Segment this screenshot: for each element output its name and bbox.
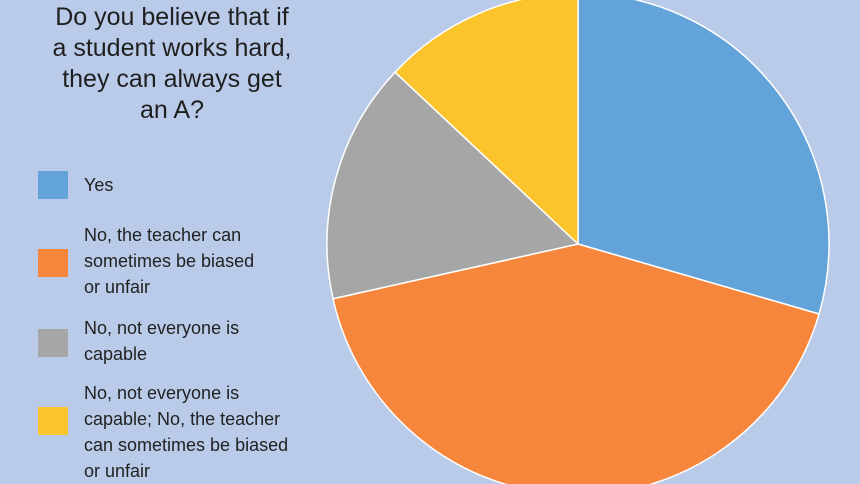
legend-label-not-capable: No, not everyone is capable [84, 315, 324, 367]
legend-label-line: sometimes be biased [84, 251, 255, 271]
pie-slice-both [394, 0, 579, 245]
legend-label-line: No, not everyone is [84, 318, 240, 338]
legend-swatch-teacher-biased [38, 249, 68, 277]
legend-label-line: No, the teacher can [84, 225, 242, 245]
legend-label-line: or unfair [84, 461, 151, 481]
pie-slice-not-capable [326, 71, 579, 300]
chart-title-line: they can always get [62, 65, 282, 93]
legend-label-line: capable [84, 344, 148, 364]
chart-title-line: an A? [140, 96, 204, 124]
chart-title: Do you believe that if a student works h… [22, 2, 322, 126]
legend-label-yes: Yes [84, 172, 324, 198]
legend-label-line: Yes [84, 175, 114, 195]
legend-swatch-not-capable [38, 329, 68, 357]
pie-slice-yes [577, 0, 830, 315]
legend-label-both: No, not everyone is capable; No, the tea… [84, 380, 324, 484]
chart-title-line: a student works hard, [52, 34, 292, 62]
chart-title-line: Do you believe that if [55, 3, 289, 31]
legend-swatch-yes [38, 171, 68, 199]
legend-swatch-both [38, 407, 68, 435]
chart-legend: Yes No, the teacher can sometimes be bia… [0, 0, 330, 484]
legend-label-line: capable; No, the teacher [84, 409, 281, 429]
legend-label-line: or unfair [84, 277, 151, 297]
legend-label-line: can sometimes be biased [84, 435, 289, 455]
legend-label-line: No, not everyone is [84, 383, 240, 403]
pie-slice-teacher-biased [332, 243, 820, 484]
legend-label-teacher-biased: No, the teacher can sometimes be biased … [84, 222, 324, 300]
